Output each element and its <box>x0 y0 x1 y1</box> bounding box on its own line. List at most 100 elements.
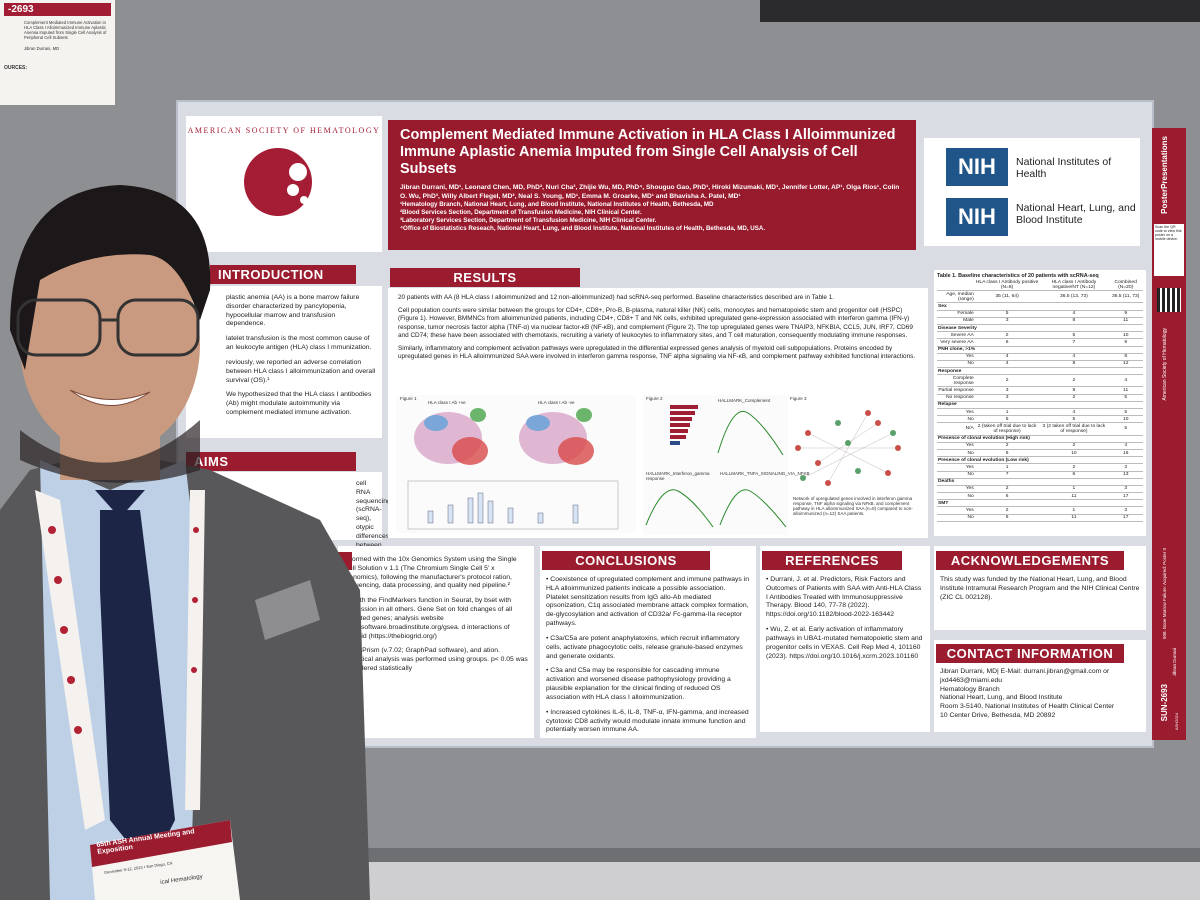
gsea-curve <box>719 489 787 528</box>
table-row: Presence of clonal evolution (High risk) <box>937 435 1143 443</box>
table-row: Male 3 8 11 <box>937 317 1143 325</box>
table-cell: Female <box>937 310 975 318</box>
tie <box>100 510 175 870</box>
table-cell: N/A <box>937 422 975 436</box>
table-row: No 5 5 10 <box>937 415 1143 424</box>
table-cell: 7 <box>1039 338 1109 347</box>
table-cell: 11 <box>1108 317 1143 325</box>
table-cell: Presence of clonal evolution (High risk) <box>937 435 1143 443</box>
card-author: Jibran Durrani, MD <box>24 46 60 51</box>
figure-subtitle: HALLMARK_Interferon_gamma response <box>646 471 710 481</box>
table-row: Relapse <box>937 401 1143 410</box>
network-nodes <box>795 410 901 486</box>
table-cell: 5 <box>1108 422 1143 436</box>
table-cell: 4 <box>1039 353 1109 361</box>
qr-code <box>1157 288 1181 312</box>
section-heading: REFERENCES <box>762 551 902 570</box>
ceiling <box>760 0 1200 22</box>
society-logo: AMERICAN SOCIETY OF HEMATOLOGY <box>186 116 382 252</box>
table-cell: 9 <box>1108 338 1143 347</box>
table-cell: 9 <box>1108 310 1143 318</box>
figure-subtitle: HLA class I Ab -ve <box>538 400 575 405</box>
pocket-square <box>255 580 320 640</box>
logo-art <box>244 148 312 216</box>
intro-paragraph: plastic anemia (AA) is a bone marrow fai… <box>226 294 360 328</box>
person <box>0 185 370 900</box>
affiliation: ³Laboratory Services Section, Department… <box>400 216 657 224</box>
table-cell: No response <box>937 394 975 402</box>
logo-cell <box>287 184 299 196</box>
table-cell: 6 <box>974 449 1040 458</box>
nhlbi-mark: NIH <box>946 198 1008 236</box>
intro-paragraph: latelet transfusion is the most common c… <box>226 335 372 352</box>
table-cell: 1 <box>974 463 1040 472</box>
enrichment-bars <box>670 405 698 439</box>
tie-knot <box>95 490 145 518</box>
table-cell: 13 <box>1108 471 1143 479</box>
badge-band <box>90 820 232 867</box>
table-cell: Age, median (range) <box>937 290 975 304</box>
card-number: -2693 <box>4 3 111 16</box>
table-cell: 17 <box>1108 492 1143 501</box>
table-cell: Very severe AA <box>937 338 975 347</box>
umap-cluster <box>470 408 486 422</box>
corner-card: -2693 Complement Mediated Immune Activat… <box>0 0 115 105</box>
table-cell: Partial response <box>937 386 975 395</box>
table-cell: 3 <box>974 394 1040 402</box>
umap-cluster <box>558 437 594 465</box>
floor <box>355 860 1200 900</box>
table-cell: Complete response <box>937 374 975 388</box>
enrichment-bar-neg <box>670 441 680 445</box>
table-row: Very severe AA 6 7 9 <box>937 338 1143 347</box>
section-heading: RESULTS <box>390 268 580 287</box>
methods-paragraph: erformed with the 10x Genomics System us… <box>344 556 517 590</box>
table-cell: No <box>937 360 975 369</box>
characteristics-table: HLA class I Antibody positive (N=8) HLA c… <box>937 279 1143 522</box>
contact-body: Jibran Durrani, MD| E-Mail: durrani.jibr… <box>940 668 1140 721</box>
table-cell: 6 <box>974 514 1040 522</box>
hair <box>10 185 211 370</box>
table-cell: 2 <box>974 506 1040 515</box>
table-cell: 3 <box>974 386 1040 395</box>
strip-presenter: Jibran Durrani <box>1172 648 1177 677</box>
references-body: Durrani, J. et al. Predictors, Risk Fact… <box>766 576 924 667</box>
table-cell: 4 <box>1108 442 1143 450</box>
table-cell: 10 <box>1108 331 1143 340</box>
table-row: Yes 2 1 3 <box>937 506 1143 515</box>
table-row: Complete response 2 2 4 <box>937 374 1143 388</box>
contact-line: Room 3-5140, National Institutes of Heal… <box>940 703 1115 711</box>
table-cell: Sex <box>937 302 1143 311</box>
table-row: Partial response 3 8 11 <box>937 386 1143 395</box>
title-band: Complement Mediated Immune Activation in… <box>388 120 916 250</box>
conclusion-bullet: C3a and C5a may be responsible for casca… <box>546 667 750 702</box>
section-heading: CONCLUSIONS <box>542 551 710 570</box>
reference-item: Wu, Z. et al. Early activation of inflam… <box>766 626 924 661</box>
table-cell: 4 <box>1108 374 1143 388</box>
results-paragraph: 20 patients with AA (8 HLA class I alloi… <box>398 294 835 301</box>
strip-board: SUN-2693 <box>1160 684 1169 722</box>
affiliation: ¹Hematology Branch, National Heart, Lung… <box>400 201 714 209</box>
conclusions-body: Coexistence of upregulated complement an… <box>546 576 750 741</box>
table-cell: 16 <box>1108 449 1143 458</box>
table-cell: 8 <box>1039 386 1109 395</box>
conclusion-bullet: C3a/C5a are potent anaphylatoxins, which… <box>546 635 750 661</box>
gsea-curve <box>717 410 784 456</box>
table-cell: Yes <box>937 506 975 515</box>
results-paragraph: Cell population counts were similar betw… <box>398 307 913 339</box>
table-cell: Deaths <box>937 478 1143 486</box>
table-cell: 3 <box>1108 485 1143 494</box>
table-cell: Severe AA <box>937 331 975 340</box>
table-row: No 6 11 17 <box>937 492 1143 501</box>
table-cell: Yes <box>937 353 975 361</box>
table-row: Yes 2 1 3 <box>937 485 1143 494</box>
card-title: Complement Mediated Immune Activation in… <box>24 20 107 40</box>
table-row: Response <box>937 367 1143 376</box>
table-cell: Disease Severity <box>937 324 1143 333</box>
column-header: HLA class I Antibody negative/NT (N=12) <box>1039 279 1109 292</box>
figures <box>396 395 901 535</box>
table-cell: 2 <box>974 374 1040 388</box>
table-cell: SMT <box>937 499 1143 508</box>
table-cell: Yes <box>937 485 975 494</box>
figure-frame <box>643 395 788 535</box>
logo-cell <box>289 163 307 181</box>
